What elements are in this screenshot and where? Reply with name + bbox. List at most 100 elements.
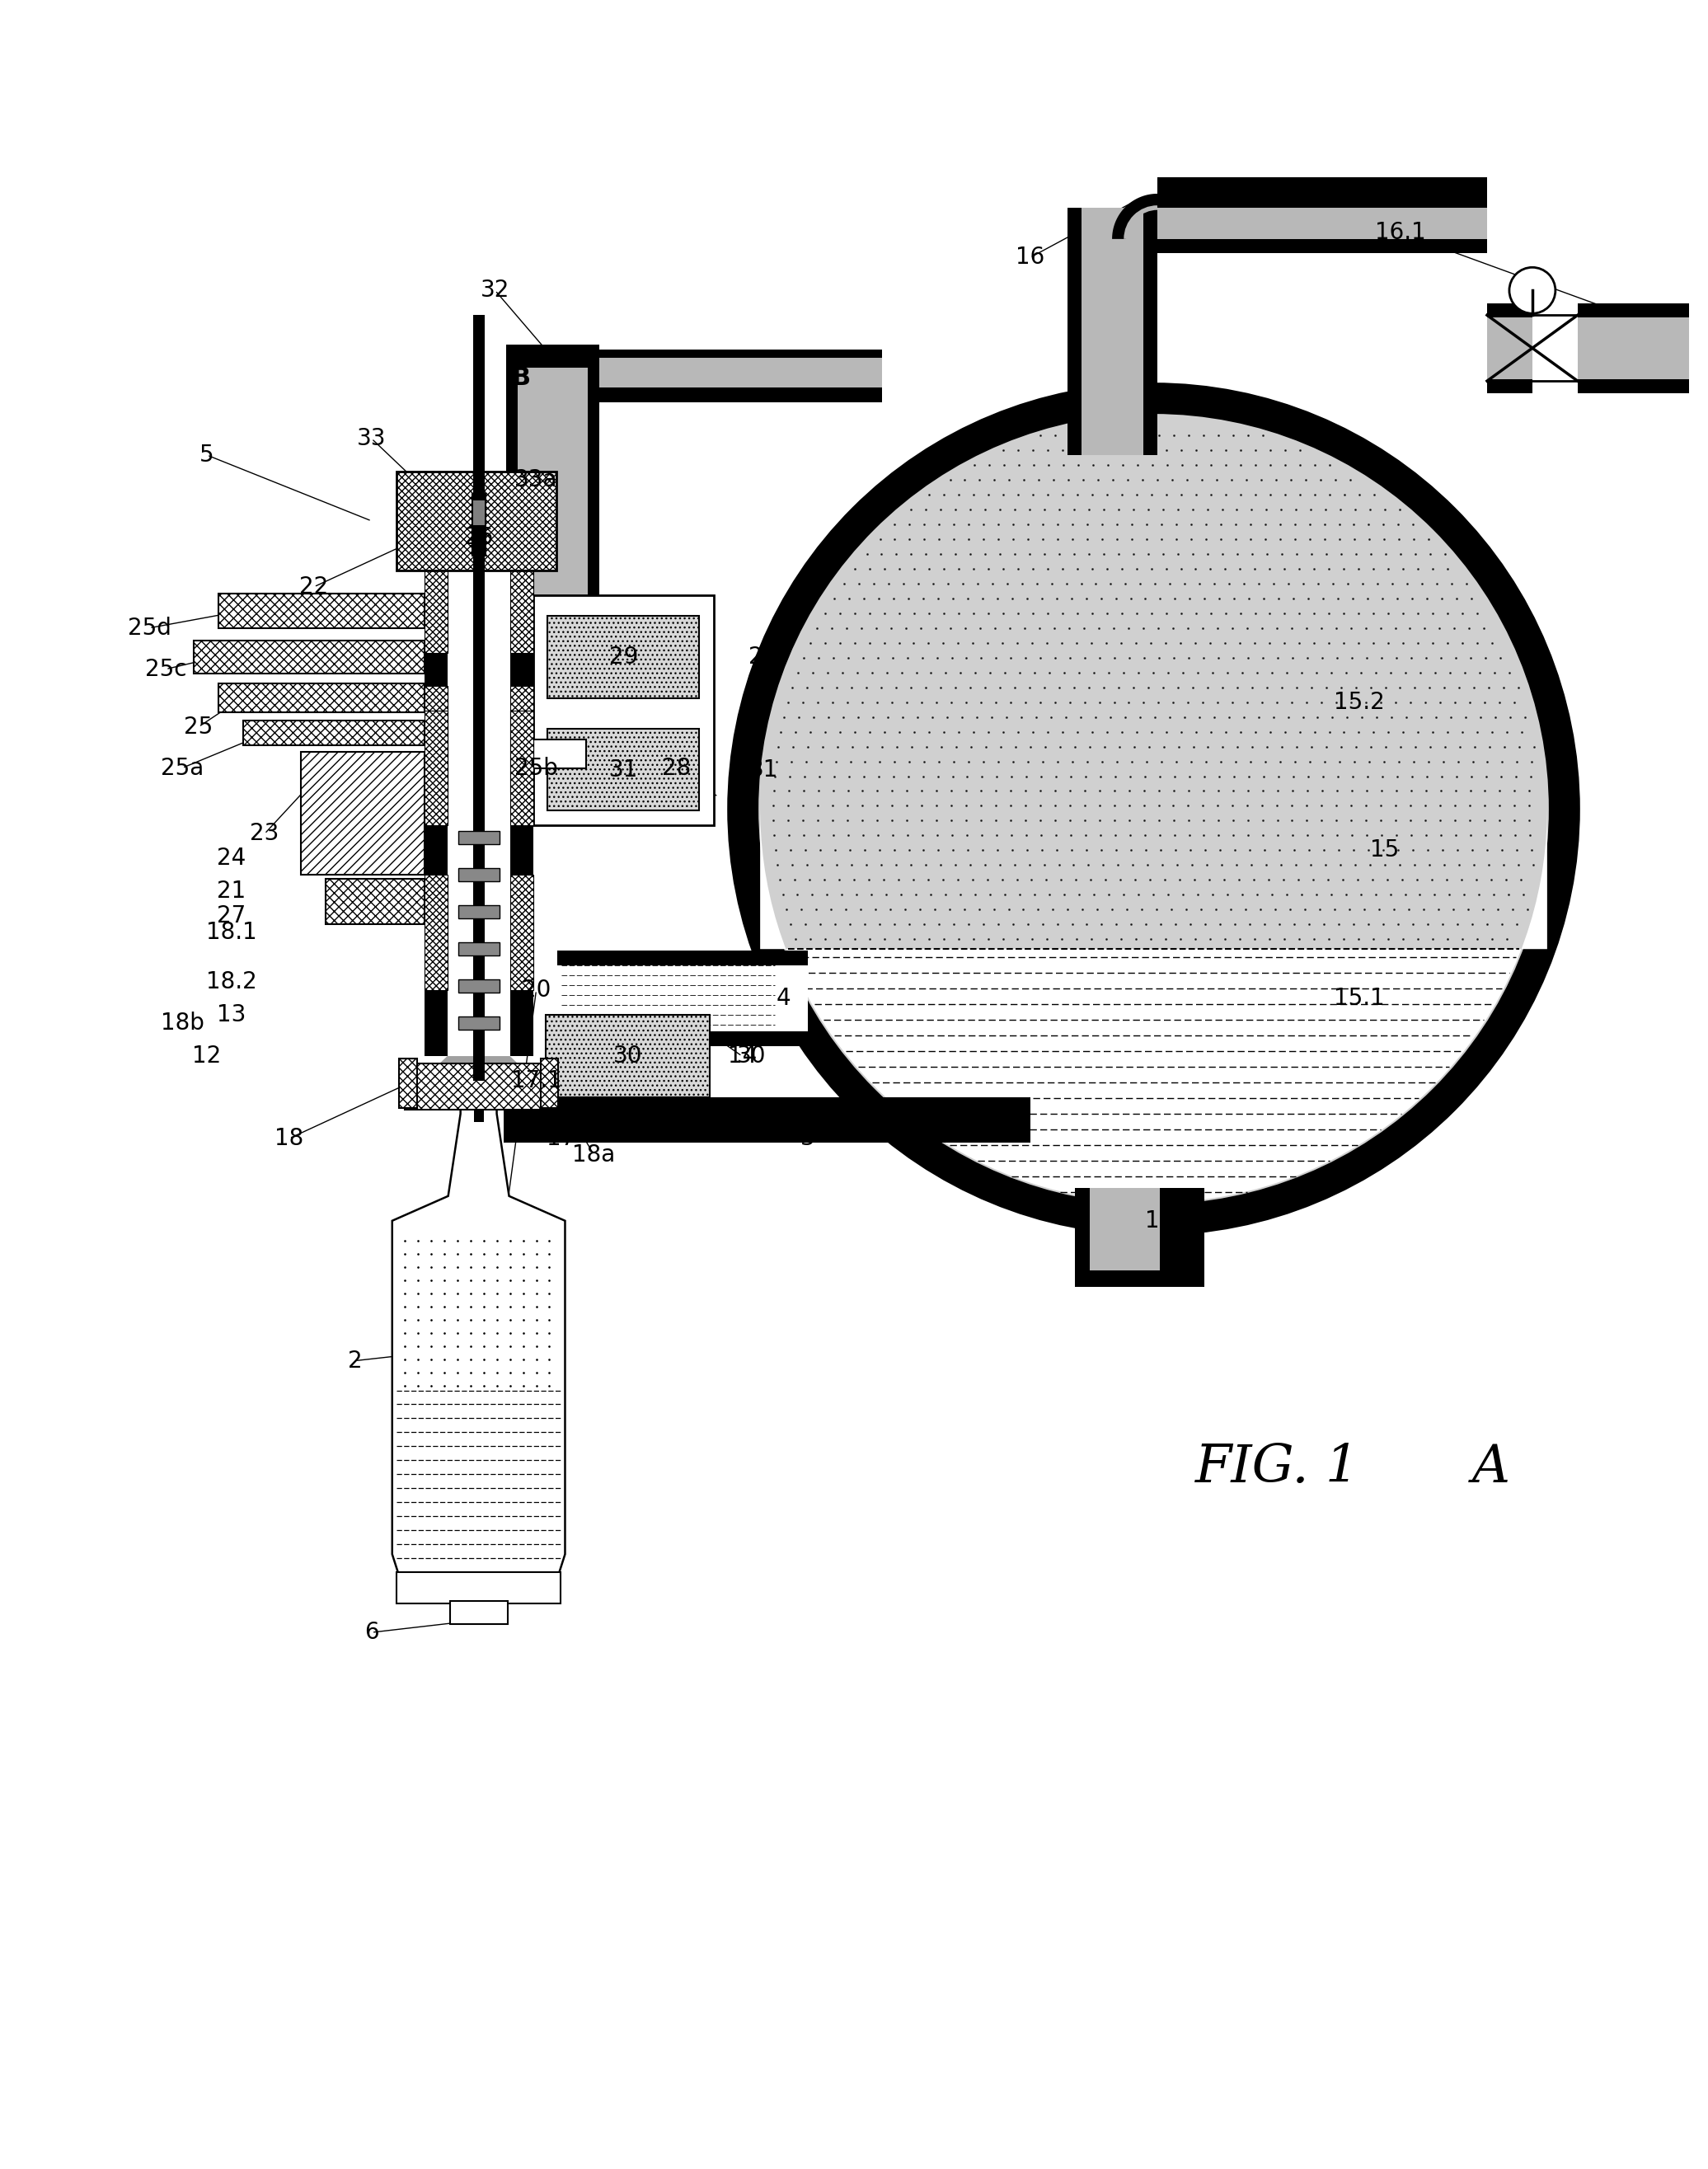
Text: 14: 14	[728, 1045, 757, 1067]
Bar	[405, 1063, 553, 1111]
Text: 3: 3	[801, 1128, 815, 1150]
Bar	[600, 358, 881, 388]
Bar	[557, 965, 808, 1032]
Bar	[458, 904, 499, 920]
Bar	[1158, 178, 1488, 254]
Text: 23: 23	[249, 822, 278, 846]
Text: 17: 17	[547, 1128, 576, 1150]
Text: 15: 15	[1370, 839, 1399, 861]
Bar	[545, 1015, 711, 1098]
Text: 24: 24	[217, 846, 246, 870]
Bar	[447, 562, 511, 1056]
Text: 30: 30	[613, 1045, 642, 1067]
Bar	[511, 709, 533, 826]
Bar	[424, 685, 447, 792]
Bar	[533, 740, 586, 768]
Text: 15.2: 15.2	[1334, 690, 1385, 714]
Bar	[1168, 1189, 1204, 1286]
Text: 16.1: 16.1	[1375, 221, 1426, 245]
Text: 2: 2	[348, 1349, 362, 1373]
Bar	[449, 1601, 507, 1625]
Bar	[518, 356, 588, 616]
Text: A: A	[1472, 1442, 1510, 1492]
Bar	[396, 471, 557, 570]
Text: 25d: 25d	[128, 616, 171, 640]
Bar	[1074, 1189, 1175, 1286]
Bar	[398, 1058, 417, 1108]
Text: 25c: 25c	[145, 657, 186, 681]
Bar	[219, 683, 424, 711]
Bar	[326, 878, 424, 924]
Text: 30: 30	[736, 1045, 765, 1067]
Polygon shape	[760, 809, 1547, 1202]
Text: 15.3: 15.3	[1144, 1208, 1196, 1232]
Text: 22: 22	[299, 575, 328, 599]
Bar	[600, 349, 881, 401]
Bar	[548, 616, 699, 698]
Bar	[533, 594, 714, 826]
Bar	[1578, 317, 1689, 380]
Text: 31: 31	[748, 757, 779, 781]
Bar	[219, 594, 424, 629]
Bar	[1488, 317, 1532, 380]
Text: 25b: 25b	[514, 757, 559, 779]
Bar	[511, 685, 533, 792]
Bar	[458, 868, 499, 881]
Text: 15.1: 15.1	[1334, 987, 1385, 1011]
Text: 13: 13	[217, 1004, 246, 1026]
Bar	[424, 562, 447, 1056]
Bar	[511, 562, 533, 653]
Bar	[471, 495, 485, 555]
Bar	[557, 950, 808, 1045]
Bar	[1081, 208, 1143, 455]
Polygon shape	[1112, 193, 1158, 239]
Text: 18.1: 18.1	[207, 922, 258, 944]
Polygon shape	[417, 1056, 540, 1084]
Text: 18: 18	[275, 1128, 304, 1150]
Circle shape	[1510, 267, 1556, 315]
Bar	[424, 874, 447, 991]
Bar	[473, 315, 485, 1080]
Bar	[506, 345, 600, 369]
Bar	[473, 750, 483, 1121]
Text: 32: 32	[480, 280, 509, 301]
Text: 18a: 18a	[572, 1143, 615, 1167]
Bar	[1158, 208, 1488, 239]
Bar	[511, 562, 533, 1056]
Text: 6: 6	[364, 1620, 379, 1644]
Text: 27: 27	[217, 904, 246, 928]
Bar	[548, 729, 699, 811]
Bar	[540, 1058, 559, 1108]
Bar	[1068, 208, 1158, 455]
Bar	[1578, 304, 1689, 393]
Text: 26: 26	[465, 525, 494, 549]
Text: 18.2: 18.2	[207, 970, 258, 993]
Text: 25a: 25a	[161, 757, 203, 779]
Bar	[243, 720, 424, 744]
Bar	[301, 750, 424, 874]
Text: FIG. 1: FIG. 1	[1196, 1442, 1360, 1492]
Text: B: B	[511, 367, 531, 390]
Text: 25: 25	[184, 716, 214, 737]
Bar	[458, 1017, 499, 1030]
Text: 31: 31	[610, 757, 639, 781]
Text: 16: 16	[1016, 245, 1045, 269]
Text: 21: 21	[217, 881, 246, 902]
Bar	[1488, 304, 1532, 393]
Bar	[424, 562, 447, 653]
Circle shape	[728, 382, 1580, 1236]
Bar	[458, 944, 499, 957]
Text: 5: 5	[200, 442, 214, 466]
Circle shape	[758, 414, 1549, 1204]
Bar	[473, 501, 485, 525]
Text: 18b: 18b	[161, 1011, 203, 1035]
Polygon shape	[393, 1080, 565, 1575]
Text: 20: 20	[521, 978, 550, 1002]
Bar	[504, 1098, 1030, 1143]
Text: 33: 33	[357, 427, 386, 451]
Bar	[193, 640, 424, 672]
Text: 12: 12	[193, 1045, 222, 1067]
Text: 29: 29	[748, 644, 779, 668]
Text: 29: 29	[610, 644, 639, 668]
Text: 33a: 33a	[514, 469, 559, 492]
